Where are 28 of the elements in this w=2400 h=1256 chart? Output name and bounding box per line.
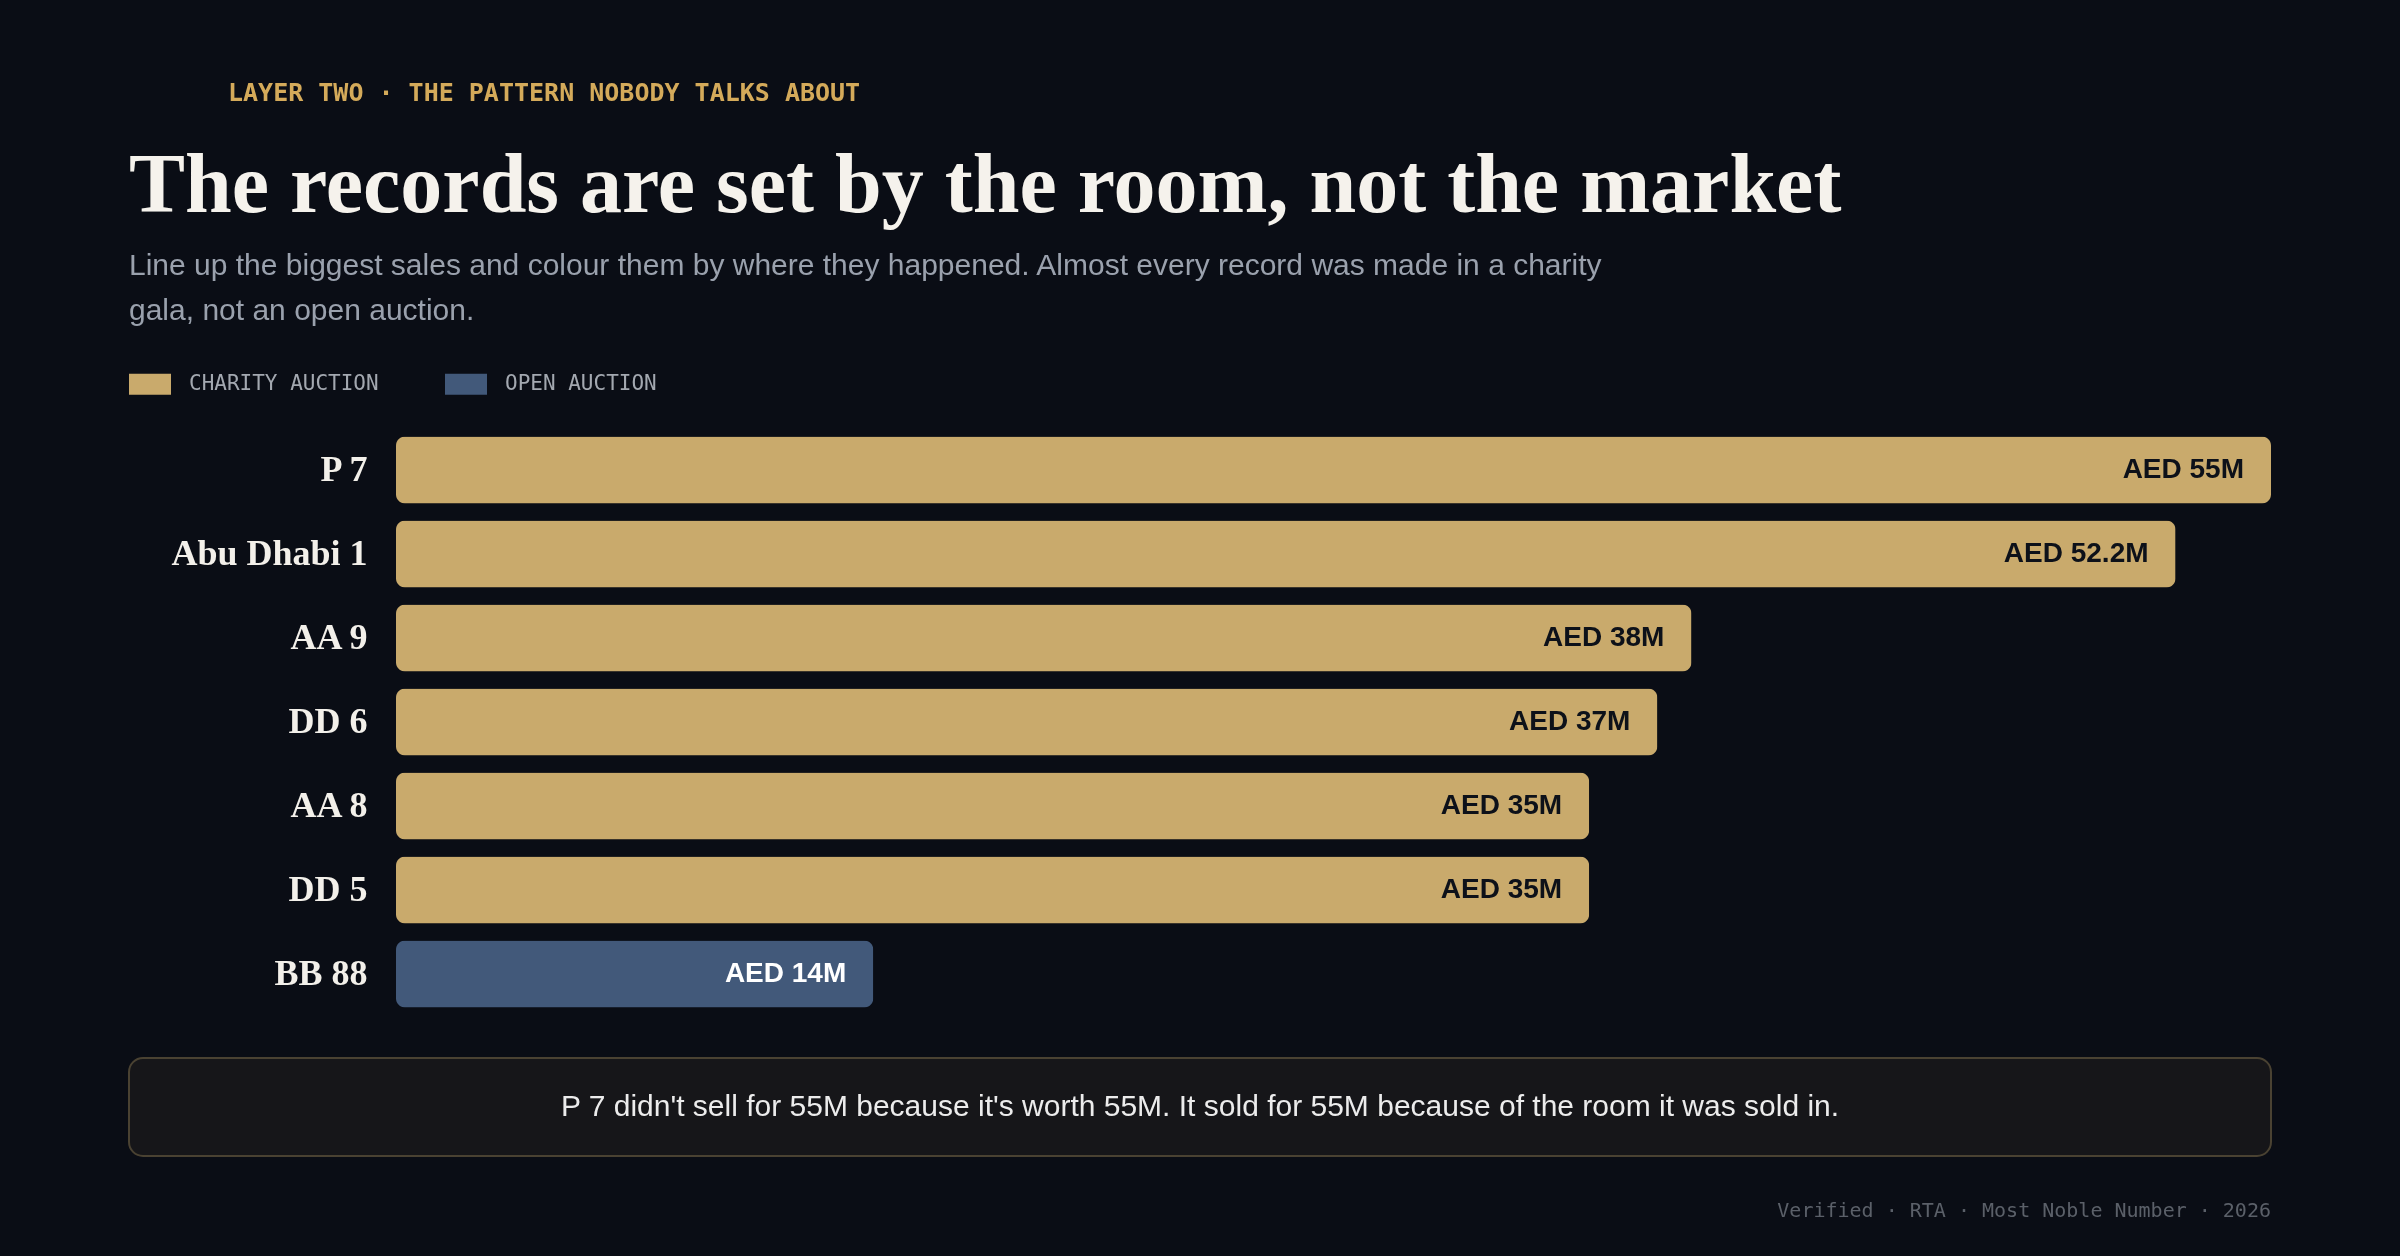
text: P 7 didn't sell for 55M because it's worth 55M. It sold for 55M because of the room it was sold in. <box>560 1089 1840 1122</box>
data-label: AED 14M <box>724 957 847 988</box>
bar <box>396 436 2271 504</box>
y-tick-label: DD 6 <box>288 701 368 741</box>
legend-label: CHARITY AUCTION <box>189 371 379 396</box>
y-tick-label: DD 5 <box>288 869 368 909</box>
data-label: AED 37M <box>1508 705 1631 736</box>
bar <box>396 688 1658 756</box>
chart-subtitle: Line up the biggest sales and colour them by where they happened. Almost every record was made in a charity gala, not an open auction. <box>129 248 1602 326</box>
text: LAYER TWO · THE PATTERN NOBODY TALKS ABOUT <box>228 78 861 107</box>
bar <box>396 604 1692 672</box>
y-tick-label: AA 8 <box>290 785 368 825</box>
data-label: AED 38M <box>1543 621 1665 652</box>
y-tick-label: P 7 <box>320 449 368 489</box>
chart-title: The records are set by the room, not the market <box>129 137 1842 230</box>
bar <box>396 940 874 1008</box>
data-label: AED 55M <box>2122 453 2244 484</box>
data-label: AED 35M <box>1440 789 1563 820</box>
bar <box>396 520 2176 588</box>
y-tick-label: BB 88 <box>274 953 368 993</box>
text: Verified · RTA · Most Noble Number · 2026 <box>1777 1198 2271 1222</box>
bar <box>396 856 1590 924</box>
y-tick-label: Abu Dhabi 1 <box>171 533 368 573</box>
bar <box>396 772 1590 840</box>
data-label: AED 35M <box>1440 873 1563 904</box>
legend-label: OPEN AUCTION <box>505 371 657 396</box>
data-label: AED 52.2M <box>2003 537 2149 568</box>
y-tick-label: AA 9 <box>290 617 368 657</box>
